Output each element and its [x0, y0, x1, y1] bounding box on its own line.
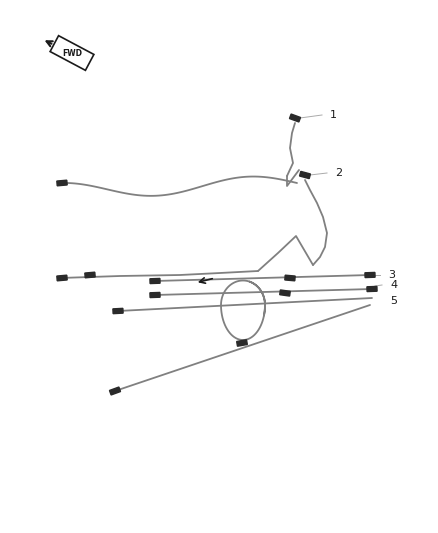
- Bar: [150, 278, 160, 284]
- Bar: [280, 290, 290, 296]
- Text: FWD: FWD: [62, 49, 82, 58]
- Bar: [85, 272, 95, 278]
- Bar: [237, 340, 247, 346]
- Bar: [290, 114, 300, 122]
- Text: 5: 5: [390, 296, 397, 306]
- Text: 3: 3: [388, 270, 395, 280]
- Bar: [365, 272, 375, 278]
- Bar: [285, 275, 295, 281]
- Text: 1: 1: [330, 110, 337, 120]
- Text: 4: 4: [390, 280, 397, 290]
- Bar: [110, 387, 120, 395]
- Bar: [57, 180, 67, 186]
- Text: 2: 2: [335, 168, 342, 178]
- FancyBboxPatch shape: [50, 36, 94, 70]
- Bar: [300, 172, 311, 179]
- Bar: [367, 286, 377, 292]
- Bar: [57, 275, 67, 281]
- Bar: [113, 309, 123, 313]
- Bar: [150, 293, 160, 297]
